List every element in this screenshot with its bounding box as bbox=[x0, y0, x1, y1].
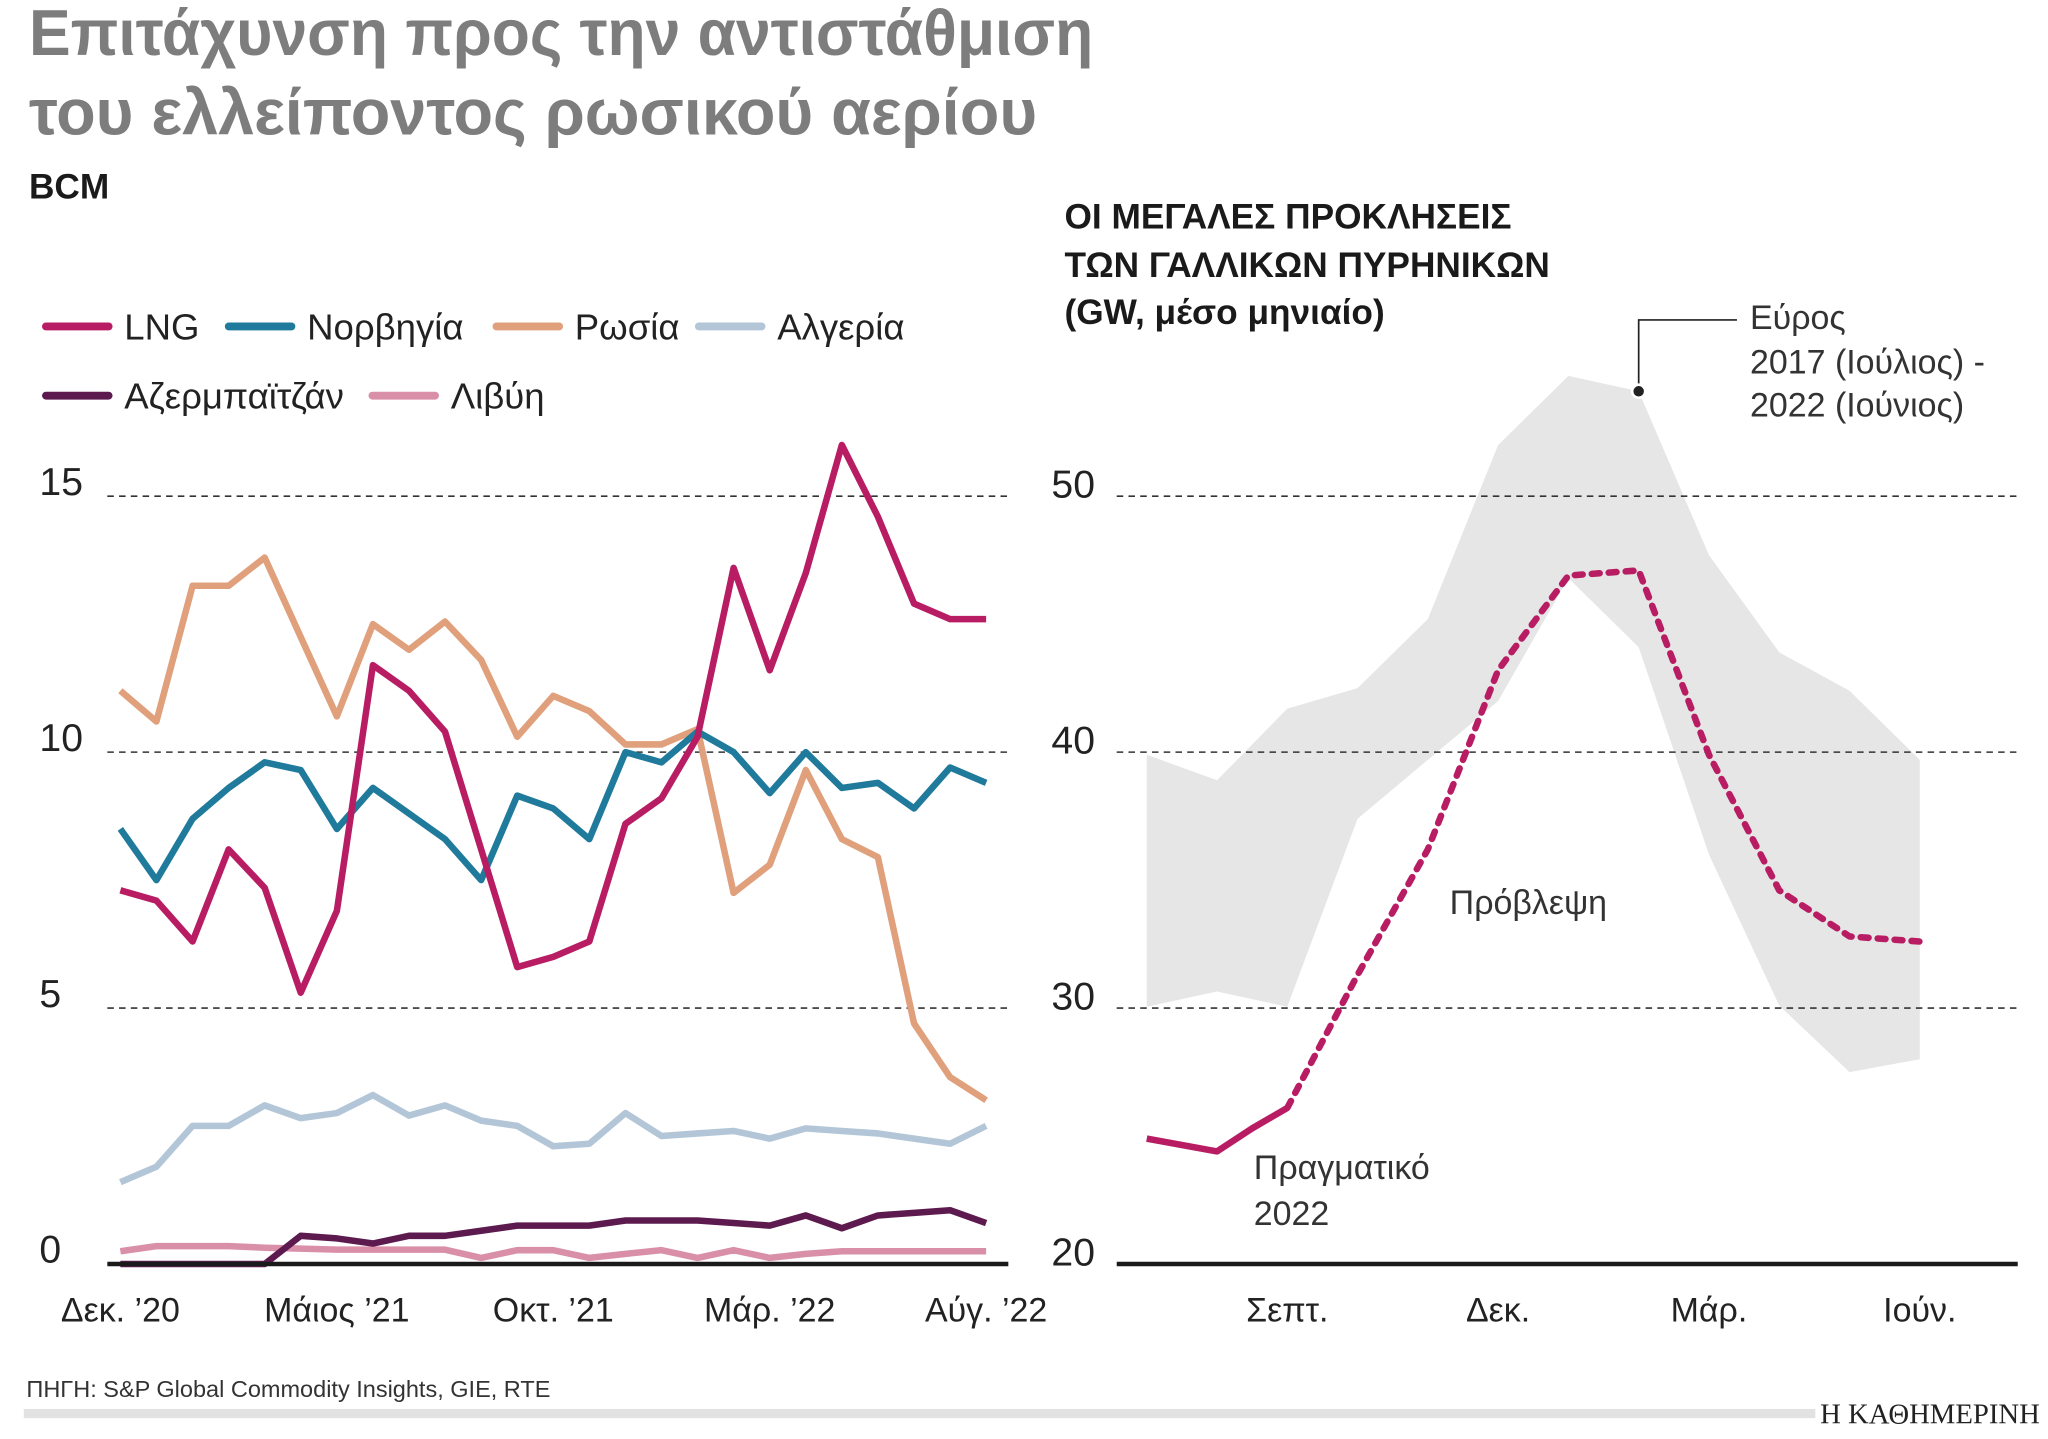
x-tick-label: Μάρ. bbox=[1671, 1291, 1748, 1329]
forecast-label: Πρόβλεψη bbox=[1450, 884, 1607, 922]
y-tick-label: 40 bbox=[1051, 719, 1095, 762]
actual-label-2: 2022 bbox=[1254, 1195, 1330, 1233]
actual-label-1: Πραγματικό bbox=[1254, 1149, 1430, 1187]
y-tick-label: 30 bbox=[1051, 975, 1095, 1018]
range-label-3: 2022 (Ιούνιος) bbox=[1750, 387, 1964, 425]
x-tick-label: Μάιος ’21 bbox=[264, 1291, 409, 1329]
y-tick-label: 20 bbox=[1051, 1231, 1095, 1274]
x-tick-label: Σεπτ. bbox=[1246, 1291, 1328, 1329]
publisher-logo: Η ΚΑΘΗΜΕΡΙΝΗ bbox=[1820, 1398, 2040, 1430]
x-tick-label: Δεκ. ’20 bbox=[61, 1291, 180, 1329]
series-line-LNG bbox=[119, 441, 987, 996]
x-tick-label: Αύγ. ’22 bbox=[925, 1291, 1047, 1329]
source-note: ΠΗΓΗ: S&P Global Commodity Insights, GIE… bbox=[26, 1376, 550, 1402]
footer-bar bbox=[23, 1408, 1816, 1419]
left-chart: 0 5 10 15 Δεκ. ’20 Μάιος ’21 Οκτ. ’21 Μάρ. ’22 Α… bbox=[39, 441, 1047, 1329]
series-line-Ρωσία bbox=[118, 554, 988, 1104]
x-tick-label: Ιούν. bbox=[1883, 1291, 1956, 1329]
legend: LNG Νορβηγία Ρωσία Αλγερία Αζερμπαϊτζάν Λιβύη bbox=[42, 307, 904, 417]
range-band bbox=[1146, 375, 1920, 1073]
y-tick-label: 15 bbox=[39, 461, 83, 504]
x-tick-label: Μάρ. ’22 bbox=[704, 1291, 835, 1329]
main-title-line-1: Επιτάχυνση προς την αντιστάθμιση bbox=[29, 0, 1093, 69]
series-line-Λιβύη bbox=[119, 1242, 987, 1262]
legend-label: Αζερμπαϊτζάν bbox=[124, 376, 344, 417]
legend-label: Λιβύη bbox=[451, 376, 545, 417]
range-leader-line bbox=[1637, 319, 1737, 392]
series-line-Νορβηγία bbox=[117, 728, 988, 884]
left-unit-label: BCM bbox=[29, 167, 109, 206]
y-tick-label: 50 bbox=[1051, 464, 1095, 507]
y-tick-label: 5 bbox=[39, 973, 61, 1016]
main-title-line-2: του ελλείποντος ρωσικού αερίου bbox=[29, 75, 1037, 148]
y-tick-label: 0 bbox=[39, 1229, 61, 1272]
legend-label: Αλγερία bbox=[777, 307, 904, 348]
range-marker-dot bbox=[1630, 383, 1647, 400]
legend-label: Ρωσία bbox=[575, 307, 680, 348]
x-tick-label: Οκτ. ’21 bbox=[493, 1291, 614, 1329]
x-tick-label: Δεκ. bbox=[1466, 1291, 1530, 1329]
range-label-1: Εύρος bbox=[1750, 299, 1846, 337]
right-title-line-3: (GW, μέσο μηνιαίο) bbox=[1064, 293, 1384, 332]
right-title-line-1: ΟΙ ΜΕΓΑΛΕΣ ΠΡΟΚΛΗΣΕΙΣ bbox=[1064, 198, 1511, 237]
y-tick-label: 10 bbox=[39, 717, 83, 760]
legend-label: LNG bbox=[124, 307, 199, 348]
series-line-Αζερμπαϊτζάν bbox=[120, 1206, 988, 1268]
series-line-Αλγερία bbox=[119, 1091, 988, 1186]
right-title-line-2: ΤΩΝ ΓΑΛΛΙΚΩΝ ΠΥΡΗΝΙΚΩΝ bbox=[1064, 246, 1549, 285]
forecast-line bbox=[1284, 567, 1924, 1112]
actual-2022-line bbox=[1146, 1105, 1289, 1155]
range-label-2: 2017 (Ιούλιος) - bbox=[1750, 343, 1985, 381]
right-chart: 20 30 40 50 Σεπτ. Δεκ. Μάρ. Ιούν. bbox=[1051, 319, 2018, 1329]
legend-label: Νορβηγία bbox=[307, 307, 463, 348]
